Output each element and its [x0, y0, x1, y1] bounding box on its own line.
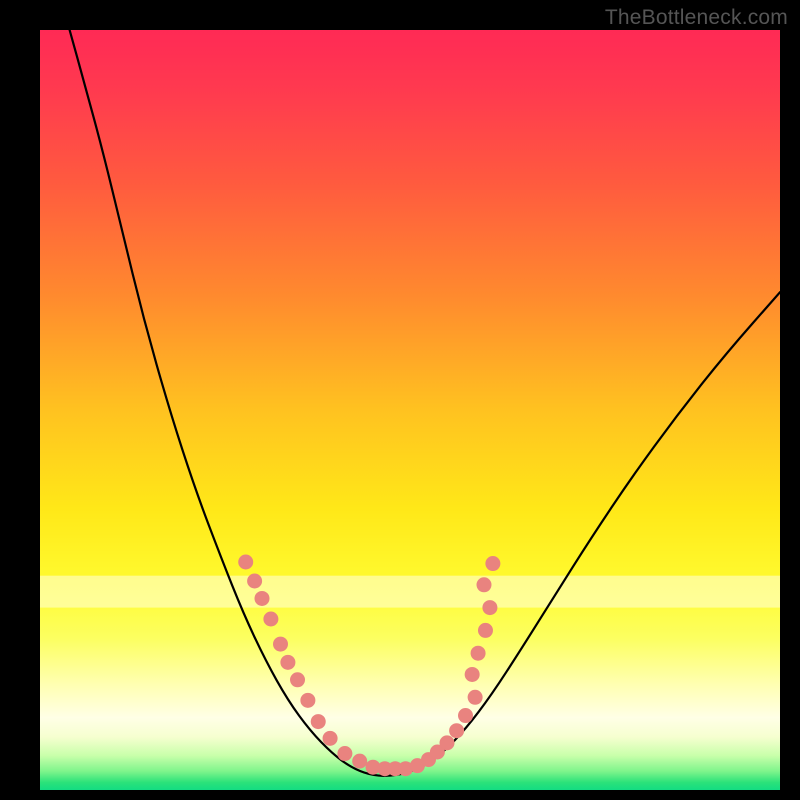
- data-markers: [40, 30, 780, 790]
- plot-area: [40, 30, 780, 790]
- watermark-text: TheBottleneck.com: [605, 6, 788, 30]
